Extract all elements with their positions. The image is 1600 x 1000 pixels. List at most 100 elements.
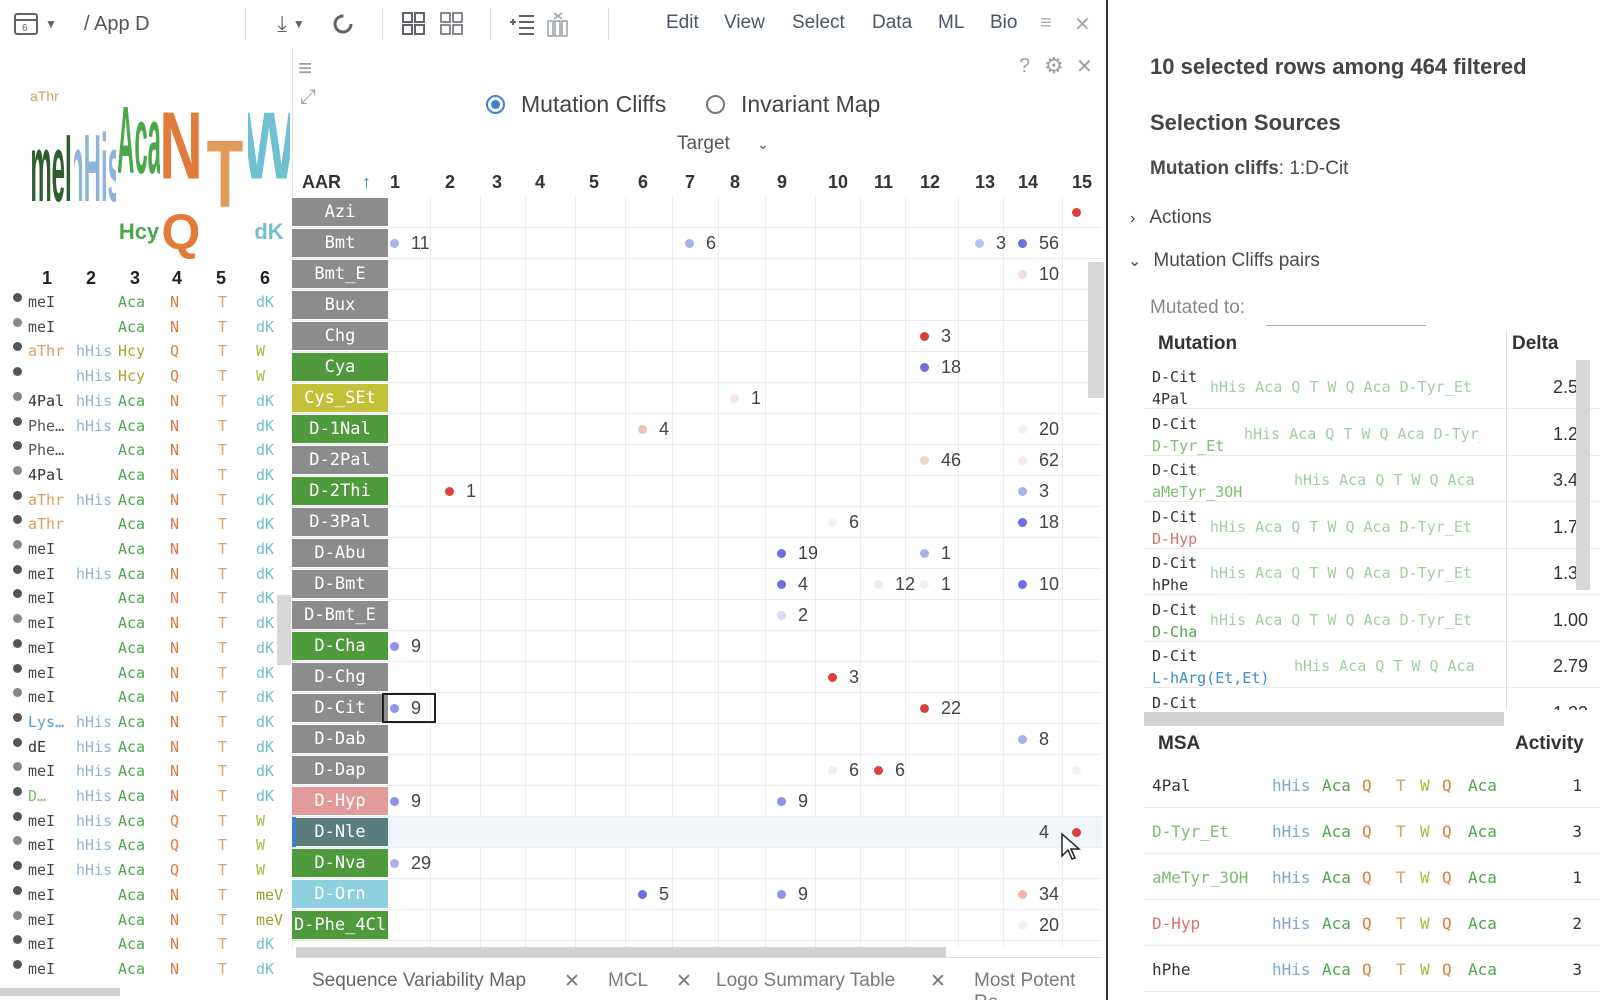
aar-cell[interactable]: D-1Nal [292,415,388,443]
activity-column-header[interactable]: Activity [1515,733,1584,754]
msa-row[interactable]: 4Pal hHis Aca Q T W Q Aca 1 [1144,762,1600,808]
mutation-cliffs-pairs-section[interactable]: ⌄ Mutation Cliffs pairs [1128,250,1320,272]
aar-header[interactable]: AAR ↑ [302,172,371,193]
menu-view[interactable]: View [724,12,765,33]
add-columns-button[interactable] [544,10,572,38]
mutation-cliff-cell[interactable]: 19 [777,538,818,568]
horizontal-scrollbar[interactable] [0,988,120,996]
grid-row[interactable]: Chg 3 [292,321,1102,352]
tab-most-potent-residues[interactable]: Most Potent Re [974,970,1102,1000]
mutation-cliff-cell[interactable]: 20 [1018,414,1059,444]
layout-tiles-button[interactable] [438,10,466,38]
msa-row[interactable]: aMeTyr_3OH hHis Aca Q T W Q Aca 1 [1144,854,1600,900]
msa-row[interactable]: D-Tyr_Et hHis Aca Q T W Q Aca 3 [1144,808,1600,854]
grid-row[interactable]: D-Cit 9 22 [292,693,1102,724]
grid-row[interactable]: D-2Pal 46 62 [292,445,1102,476]
pair-row[interactable]: D-Cit D-Hyp hHis Aca Q T W Q Aca D-Tyr_Et … [1144,502,1600,549]
grid-row[interactable]: Bmt_E 10 [292,259,1102,290]
grid-row[interactable]: D-Bmt_E 2 [292,600,1102,631]
vertical-scrollbar[interactable] [277,595,291,665]
mutation-cliff-cell[interactable]: 56 [1018,228,1059,258]
aar-cell[interactable]: Cya [292,353,388,381]
pair-row[interactable]: D-Cit 1.23 [1144,688,1600,711]
position-header[interactable]: 6 [638,172,649,192]
aar-cell[interactable]: D-Hyp [292,787,388,815]
aar-cell[interactable]: D-Abu [292,539,388,567]
grid-row[interactable]: Cys_SEt 1 [292,383,1102,414]
grid-row[interactable]: D-1Nal 4 20 [292,414,1102,445]
mutation-cliff-cell[interactable]: 3 [920,321,951,351]
mutation-cliff-cell[interactable]: 62 [1018,445,1059,475]
close-icon[interactable]: ✕ [930,971,946,992]
menu-ml[interactable]: ML [938,12,965,33]
app-path[interactable]: / App D [84,12,150,35]
aar-cell[interactable]: D-2Thi [292,477,388,505]
selected-cell[interactable] [382,693,436,723]
close-icon[interactable]: ✕ [1076,56,1093,78]
close-icon[interactable]: ✕ [564,971,580,992]
close-icon[interactable]: ✕ [1074,14,1091,36]
aar-cell[interactable]: D-Cit [292,694,388,722]
position-header[interactable]: 4 [535,172,546,192]
gear-icon[interactable]: ⚙ [1044,53,1064,78]
aar-cell[interactable]: Chg [292,322,388,350]
mutation-cliff-cell[interactable]: 3 [1018,476,1049,506]
mutation-cliff-cell[interactable]: 6 [828,507,859,537]
grid-row[interactable]: D-Abu 19 1 [292,538,1102,569]
grid-row[interactable]: Bux [292,290,1102,321]
table-row[interactable]: meI hHis Aca Q T W [0,833,292,858]
mutation-cliff-cell[interactable]: 1 [445,476,476,506]
aar-cell[interactable]: D-Dab [292,725,388,753]
mutation-cliff-cell[interactable]: 46 [920,445,961,475]
grid-row[interactable]: Azi [292,197,1102,228]
mutation-cliff-cell[interactable]: 9 [390,631,421,661]
aar-cell[interactable]: D-3Pal [292,508,388,536]
refresh-button[interactable] [328,10,358,38]
mutation-cliff-cell[interactable]: 11 [390,228,430,258]
mutation-cliff-cell[interactable]: 34 [1018,879,1059,909]
grid-row[interactable]: D-Bmt 4 12 1 10 [292,569,1102,600]
mutation-cliff-cell[interactable]: 9 [777,786,808,816]
aar-cell[interactable]: D-Phe_4Cl [292,911,388,939]
pair-row[interactable]: D-Cit L-hArg(Et,Et) hHis Aca Q T W Q Aca D… [1144,641,1600,688]
mutation-cliff-cell[interactable]: 22 [920,693,961,723]
mutation-cliff-cell[interactable]: 1 [730,383,761,413]
position-header[interactable]: 1 [390,172,401,192]
aar-cell[interactable]: Bmt [292,229,388,257]
mutation-cliff-cell[interactable]: 18 [1018,507,1059,537]
menu-edit[interactable]: Edit [666,12,699,33]
menu-select[interactable]: Select [792,12,845,33]
menu-bio[interactable]: Bio [990,12,1018,33]
aar-cell[interactable]: D-Chg [292,663,388,691]
aar-cell[interactable]: Azi [292,198,388,226]
position-header[interactable]: 8 [730,172,741,192]
horizontal-scrollbar[interactable] [1144,712,1504,726]
grid-row[interactable]: D-Nle 4 [292,817,1102,848]
mutation-column-header[interactable]: Mutation [1158,333,1238,354]
table-selector[interactable]: 6 ▼ [8,10,62,38]
msa-column-header[interactable]: MSA [1158,733,1201,754]
mutation-cliff-cell[interactable]: 3 [828,662,859,692]
grid-row[interactable]: D-Phe_4Cl 20 [292,910,1102,941]
position-header[interactable]: 14 [1018,172,1039,192]
menu-data[interactable]: Data [872,12,913,33]
mutation-cliff-cell[interactable]: 4 [777,569,808,599]
grid-row[interactable]: D-Cha 9 [292,631,1102,662]
mutation-cliff-cell[interactable]: 20 [1018,910,1059,940]
mutation-cliff-cell[interactable]: 8 [1018,724,1049,754]
pair-row[interactable]: D-Cit aMeTyr_3OH hHis Aca Q T W Q Aca D-Ty… [1144,455,1600,502]
mutation-cliff-cell[interactable]: 6 [874,755,905,785]
msa-row[interactable]: hPhe hHis Aca Q T W Q Aca 3 [1144,946,1600,992]
